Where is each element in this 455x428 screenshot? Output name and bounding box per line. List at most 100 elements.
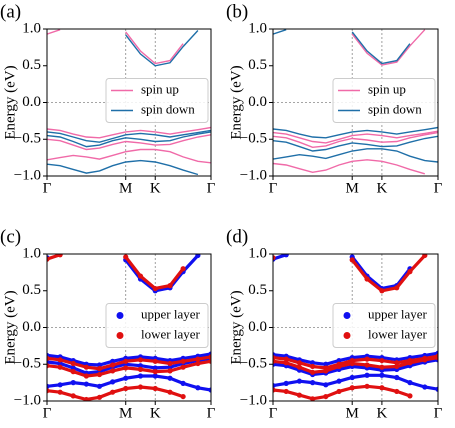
band-point <box>152 373 158 379</box>
band-point <box>123 365 129 371</box>
y-tick-label: −1.0 <box>14 167 41 183</box>
band-line <box>47 159 199 176</box>
band-line <box>273 131 438 149</box>
band-point <box>394 374 400 381</box>
band-point <box>323 368 329 374</box>
legend-label: spin up <box>368 81 406 96</box>
band-point <box>296 392 302 398</box>
band-point <box>323 382 329 388</box>
band-point <box>110 358 116 364</box>
band-point <box>152 369 158 375</box>
panel: (b) Energy (eV) −1.0 −0.5 0.0 0.5 1.0 Γ M K Γspin … <box>226 1 443 196</box>
y-tick-label: 1.0 <box>22 245 41 261</box>
band-point <box>379 385 385 391</box>
legend-label: spin down <box>141 101 195 116</box>
axes-frame <box>272 253 439 402</box>
x-tick-label: M <box>119 405 132 421</box>
band-point <box>57 382 63 388</box>
band-point <box>70 393 76 399</box>
band-point <box>379 372 385 378</box>
band-point <box>180 393 186 400</box>
band-line <box>47 148 211 164</box>
band-point <box>273 382 276 389</box>
plot-area <box>47 254 211 401</box>
legend-marker <box>116 332 124 339</box>
band-point <box>407 380 413 386</box>
band-point <box>83 364 89 370</box>
legend-marker <box>343 332 351 339</box>
band-point <box>83 373 89 379</box>
band-point <box>152 285 158 292</box>
x-tick-label: M <box>346 180 359 196</box>
band-point <box>137 384 144 390</box>
band-point <box>195 385 201 391</box>
legend-box <box>332 303 436 348</box>
band-point <box>96 366 103 372</box>
y-tick-label: 0.0 <box>22 319 41 335</box>
band-point <box>110 362 116 368</box>
band-line <box>273 126 438 139</box>
band-point <box>47 388 50 394</box>
y-tick-label: −0.5 <box>240 356 267 372</box>
band-point <box>180 266 186 272</box>
band-point <box>137 373 144 379</box>
band-point <box>47 363 50 369</box>
band-point <box>208 354 211 360</box>
x-tick-label: Γ <box>269 405 278 421</box>
y-tick-label: −0.5 <box>240 131 267 147</box>
band-line <box>351 29 426 66</box>
y-tick-label: −1.0 <box>240 167 267 183</box>
legend-label: spin down <box>368 101 422 116</box>
y-tick-label: 0.5 <box>22 57 41 73</box>
panel-label: (a) <box>0 1 21 22</box>
band-point <box>70 360 76 367</box>
band-point <box>57 254 63 258</box>
plot-area <box>273 29 438 175</box>
panel: (d) Energy (eV) −1.0 −0.5 0.0 0.5 1.0 Γ M K Γupper… <box>226 226 443 421</box>
band-point <box>310 360 316 366</box>
band-point <box>57 364 63 370</box>
axes-frame <box>272 28 439 177</box>
band-point <box>323 361 329 367</box>
band-line <box>273 130 438 144</box>
band-line <box>47 134 211 151</box>
band-point <box>310 363 316 370</box>
y-tick-label: 0.5 <box>248 57 267 73</box>
band-point <box>394 388 400 395</box>
legend-box <box>105 78 209 123</box>
band-point <box>379 357 385 364</box>
band-point <box>123 254 129 260</box>
band-point <box>57 389 63 395</box>
band-point <box>273 387 276 393</box>
band-point <box>137 273 144 279</box>
axes-frame <box>46 28 212 177</box>
panel: (c) Energy (eV) −1.0 −0.5 0.0 0.5 1.0 Γ M K Γupper… <box>0 226 216 421</box>
band-point <box>379 288 385 294</box>
x-tick-label: Γ <box>434 180 443 196</box>
band-point <box>310 380 316 386</box>
y-axis-label: Energy (eV) <box>228 290 244 364</box>
band-point <box>167 364 173 370</box>
band-point <box>152 385 158 392</box>
y-axis-label: Energy (eV) <box>2 65 18 139</box>
x-tick-label: K <box>376 405 387 421</box>
band-point <box>407 269 413 275</box>
band-point <box>296 360 302 366</box>
y-tick-label: −1.0 <box>14 392 41 408</box>
legend-box <box>105 303 209 348</box>
plot-area <box>273 254 438 401</box>
band-point <box>379 364 385 370</box>
band-point <box>336 363 342 370</box>
x-tick-label: Γ <box>43 405 52 421</box>
band-line <box>47 254 185 291</box>
band-point <box>349 385 355 391</box>
band-point <box>364 356 370 362</box>
band-point <box>283 360 289 366</box>
band-point <box>394 363 400 370</box>
band-point <box>296 364 302 370</box>
band-point <box>435 386 438 392</box>
band-point <box>57 360 63 367</box>
y-tick-label: 1.0 <box>22 20 41 36</box>
legend-label: lower layer <box>141 326 201 341</box>
